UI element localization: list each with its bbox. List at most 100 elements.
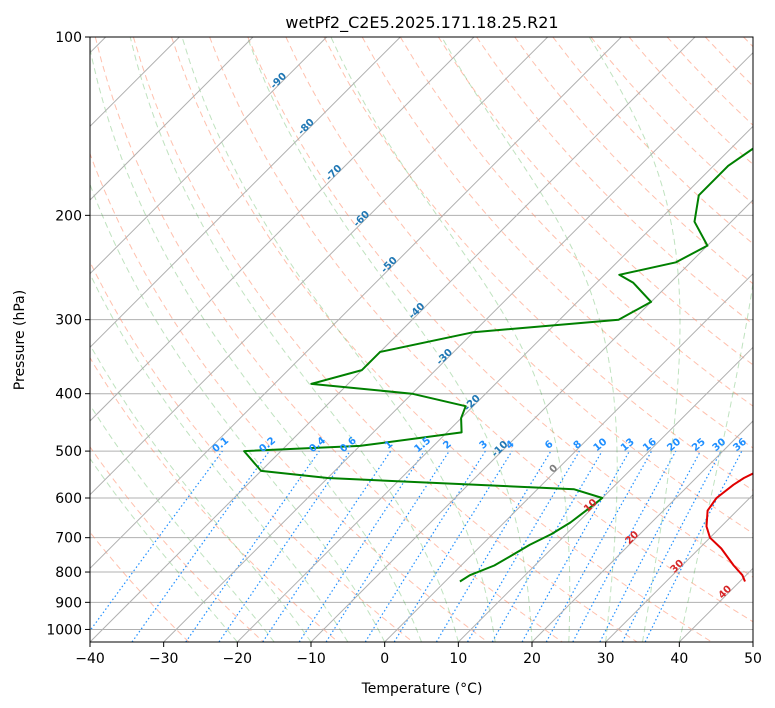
y-tick-label: 200: [55, 208, 82, 224]
isotherm-label: -50: [379, 255, 400, 276]
x-tick-label: −10: [296, 651, 326, 667]
isotherm-gridline: [310, 199, 753, 642]
isotherm-label: 0: [548, 463, 561, 476]
isotherm-gridline: [531, 420, 753, 642]
mixing-ratio-line: [572, 450, 677, 642]
isotherm-gridline: [236, 125, 753, 642]
y-tick-label: 800: [55, 565, 82, 581]
moist-adiabat: [441, 37, 618, 642]
mixing-ratio-line: [325, 450, 450, 642]
isotherm-gridline: [90, 37, 622, 570]
y-tick-label: 300: [55, 313, 82, 329]
x-tick-label: −40: [75, 651, 105, 667]
dry-adiabat: [285, 37, 753, 535]
x-tick-label: 40: [670, 651, 688, 667]
isotherm-gridline: [90, 37, 549, 496]
mixing-ratio-line: [90, 450, 223, 632]
moist-adiabat: [90, 182, 386, 642]
y-tick-label: 500: [55, 444, 82, 460]
chart-title: wetPf2_C2E5.2025.171.18.25.R21: [285, 13, 558, 33]
mixing-ratio-label: 2: [441, 439, 453, 452]
y-tick-label: 600: [55, 491, 82, 507]
isotherm-gridline: [90, 37, 696, 642]
mixing-ratio-label: 0.4: [307, 435, 328, 455]
dry-adiabat: [437, 37, 753, 366]
isotherm-gridline: [457, 346, 753, 642]
y-tick-label: 1000: [46, 622, 82, 638]
mixing-ratio-line: [298, 450, 425, 642]
y-tick-label: 400: [55, 387, 82, 403]
temperature-line: [705, 472, 753, 582]
x-axis: −40 −30 −20 −10 0 10 20 30 40 50: [75, 642, 762, 667]
isotherm-label: -30: [435, 347, 456, 368]
moist-adiabat: [181, 37, 496, 642]
isotherm-gridline: [90, 37, 401, 349]
dry-adiabat: [323, 37, 753, 491]
moist-adiabat: [129, 37, 459, 642]
isotherm-label: -20: [462, 393, 483, 414]
moist-adiabat: [330, 37, 571, 642]
isotherm-gridline: [678, 567, 753, 642]
isotherm-label: 30: [669, 558, 687, 576]
x-tick-label: 10: [449, 651, 467, 667]
dry-adiabat: [90, 152, 488, 642]
dry-adiabat: [90, 356, 339, 642]
x-tick-label: −30: [149, 651, 179, 667]
mixing-ratio-label: 3: [478, 439, 490, 452]
dry-adiabat: [743, 37, 753, 48]
y-tick-label: 900: [55, 595, 82, 611]
moist-adiabat: [90, 404, 275, 642]
dewpoint-line: [243, 147, 753, 583]
mixing-ratio-label: 0.6: [338, 435, 359, 455]
mixing-ratio-line: [393, 450, 513, 642]
dry-adiabat: [590, 37, 753, 205]
dry-adiabat: [94, 37, 563, 642]
y-axis-label: Pressure (hPa): [12, 290, 28, 390]
mixing-ratio-line: [185, 450, 320, 642]
isotherm-gridline: [605, 493, 753, 642]
mixing-ratio-line: [466, 450, 580, 642]
dry-adiabat: [704, 37, 753, 87]
isotherm-gridline: [752, 641, 753, 642]
mixing-ratio-line: [262, 450, 392, 642]
isotherm-gridline: [163, 51, 753, 642]
x-axis-label: Temperature (°C): [361, 681, 483, 697]
moist-adiabat: [90, 46, 422, 642]
isotherm-label: -70: [324, 163, 345, 184]
isotherm-label: -80: [296, 117, 317, 138]
moist-adiabat: [588, 37, 681, 642]
isotherm-label: 20: [624, 529, 642, 547]
isotherm-gridline: [90, 37, 475, 422]
moist-adiabat: [678, 280, 753, 642]
mixing-ratio-label: 8: [572, 439, 584, 452]
x-tick-label: 0: [380, 651, 389, 667]
isotherm-label: -90: [269, 71, 290, 92]
mixing-ratio-line: [644, 450, 743, 642]
mixing-ratio-label: 6: [543, 439, 555, 452]
mixing-ratio-label: 0.1: [210, 435, 231, 455]
moist-adiabat: [246, 37, 533, 642]
dry-adiabat: [132, 37, 638, 642]
moist-adiabat: [90, 272, 349, 642]
moist-adiabat: [90, 457, 238, 642]
dry-adiabat: [476, 37, 753, 325]
mixing-ratio-line: [599, 450, 702, 642]
background-lines: [90, 37, 753, 642]
isotherm-gridline: [384, 272, 753, 642]
dry-adiabat: [514, 37, 753, 285]
mixing-ratio-line: [521, 450, 631, 642]
dry-adiabat: [209, 37, 753, 623]
x-tick-label: −20: [223, 651, 253, 667]
isotherm-label: 40: [717, 584, 735, 602]
dry-adiabat: [90, 446, 264, 642]
dry-adiabat: [247, 37, 753, 578]
moist-adiabat: [90, 343, 312, 642]
dry-adiabat: [666, 37, 753, 126]
isotherm-gridline: [90, 37, 328, 275]
mixing-ratio-line: [545, 450, 653, 642]
isotherm-label: -40: [407, 301, 428, 322]
mixing-ratio-line: [435, 450, 552, 642]
mixing-ratio-line: [218, 450, 351, 642]
